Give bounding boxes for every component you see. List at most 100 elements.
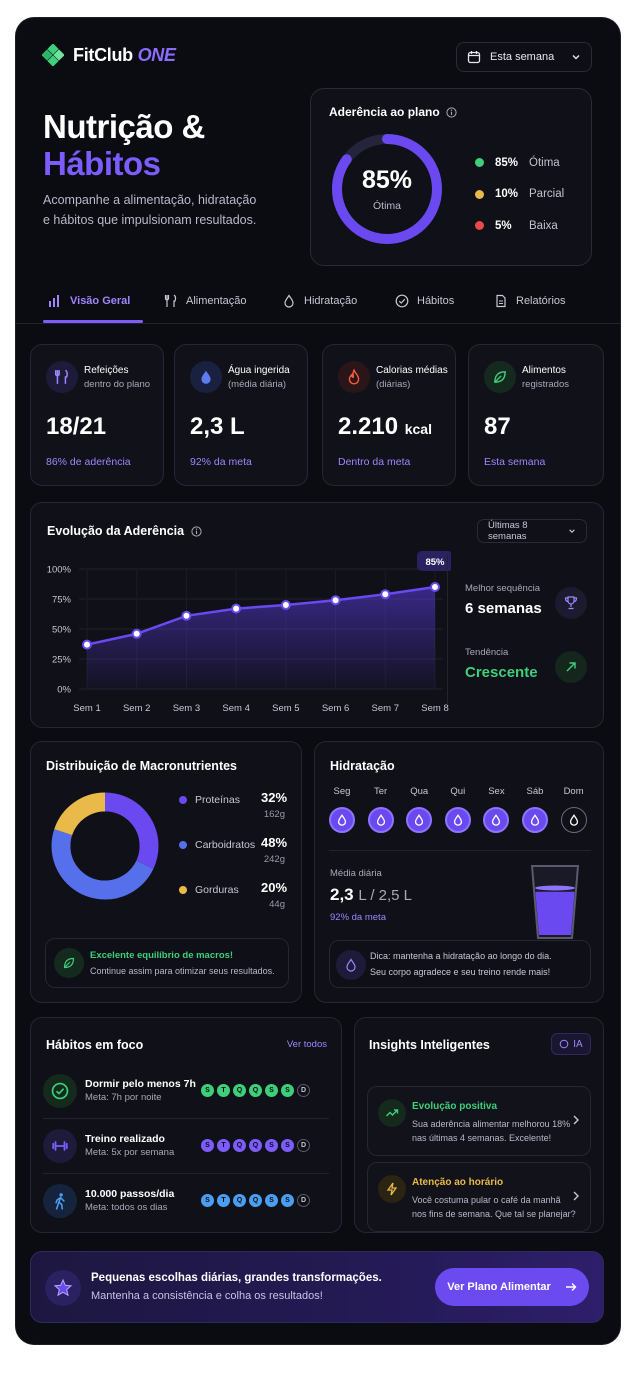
x-tick-label: Sem 8 [421,703,448,714]
day-drop[interactable] [367,807,394,833]
avg-value: 2,3 L / 2,5 L [330,885,413,904]
kpi-value: 87 [484,413,511,440]
dumbbell-icon [43,1129,77,1163]
legend-pct: 5% [495,219,512,232]
active-tab-indicator [43,320,143,323]
hydration-day: Seg [328,786,356,833]
x-tick-label: Sem 2 [123,703,150,714]
info-icon[interactable] [191,525,202,537]
y-tick-label: 25% [52,655,72,666]
flame-icon [338,361,370,393]
macro-pct: 20% [261,880,288,895]
kpi-subtitle: (média diária) [228,379,287,390]
data-point[interactable] [280,600,291,610]
macro-pct: 32% [261,790,288,805]
tab-hydration[interactable]: Hidratação [282,278,357,324]
kpi-footnote: Esta semana [484,456,546,468]
habit-day-dot: S [281,1084,294,1097]
motivation-banner: Pequenas escolhas diárias, grandes trans… [30,1251,604,1323]
habit-day-dot: S [281,1194,294,1207]
habit-row[interactable]: Treino realizado Meta: 5x por semana S T Q Q S… [43,1125,329,1174]
tab-food[interactable]: Alimentação [164,278,247,324]
data-point[interactable] [181,610,192,621]
habit-day-dot: Q [249,1139,262,1152]
adherence-title: Aderência ao plano [329,105,457,119]
habit-name: 10.000 passos/dia [85,1188,175,1200]
arrow-right-icon [565,1283,577,1291]
adherence-legend: 85% Ótima 10% Parcial 5% Baixa [475,147,564,242]
legend-label: Baixa [529,219,558,232]
kpi-subtitle: (diárias) [376,379,411,390]
range-dropdown[interactable]: Últimas 8 semanas [477,519,587,543]
habit-day-dot: T [217,1139,230,1152]
info-icon[interactable] [446,106,457,118]
habit-day-dot: S [265,1139,278,1152]
insight-item[interactable]: Atenção ao horário Você costuma pular o c… [367,1162,591,1232]
day-drop[interactable] [329,807,355,833]
adherence-card: Aderência ao plano 85% Ótima 85% Ótima 10%… [310,88,592,266]
hydration-day: Sáb [521,786,549,833]
legend-dot [475,221,484,231]
kpi-footnote: Dentro da meta [338,456,411,468]
x-tick-label: Sem 6 [322,703,349,714]
legend-item: 10% Parcial [475,179,564,211]
leaf-icon [484,361,516,393]
series-line [86,585,436,646]
macro-name: Carboidratos [195,839,256,851]
brand-logo[interactable]: FitClub ONE [42,44,176,66]
hydration-tip-line2: Seu corpo agradece e seu treino rende ma… [370,967,551,977]
insights-card: Insights Inteligentes IA Evolução positi… [354,1017,604,1233]
legend-label: Parcial [529,188,565,201]
macro-legend-item: Proteínas [179,794,240,806]
day-drop[interactable] [483,807,510,833]
calendar-icon [467,51,481,64]
macros-donut-chart [51,792,159,900]
day-label: Sáb [526,786,544,797]
day-drop[interactable] [522,807,548,833]
data-point[interactable] [82,639,92,650]
tab-habits[interactable]: Hábitos [395,278,454,324]
day-drop[interactable] [444,807,471,833]
x-tick-label: Sem 1 [73,703,100,714]
data-point[interactable] [330,595,341,606]
tab-reports[interactable]: Relatórios [494,278,566,324]
kpi-title: Alimentos [522,365,566,376]
adherence-value: 85% [361,166,413,194]
water-drop-icon [376,814,385,826]
view-meal-plan-button[interactable]: Ver Plano Alimentar [435,1268,589,1306]
value-callout [417,551,451,571]
data-point[interactable] [131,628,142,639]
day-drop[interactable] [560,807,587,833]
macro-grams: 44g [269,899,285,910]
x-tick-label: Sem 3 [173,703,200,714]
tab-overview[interactable]: Visão Geral [48,278,130,324]
lightning-icon [378,1175,406,1203]
data-point[interactable] [380,589,391,600]
data-point[interactable] [430,582,440,592]
macro-grams: 162g [263,809,285,820]
day-drop[interactable] [406,807,433,833]
check-circle-icon [43,1074,77,1108]
kpi-card-foods: Alimentos registrados 87 Esta semana [468,344,604,486]
divider [329,850,591,851]
data-point[interactable] [231,603,242,614]
divider [447,555,448,705]
fork-knife-icon [164,294,177,307]
y-tick-label: 50% [52,625,72,636]
trend-value: Crescente [465,664,538,681]
habit-row[interactable]: Dormir pelo menos 7h Meta: 7h por noite S T… [43,1070,329,1119]
insight-text: Sua aderência alimentar melhorou 18% nas… [412,1119,571,1143]
habit-row[interactable]: 10.000 passos/dia Meta: todos os dias S T Q Q… [43,1180,329,1224]
insight-item[interactable]: Evolução positiva Sua aderência alimentar… [367,1086,591,1156]
chevron-right-icon [572,1189,580,1207]
divider [43,1118,329,1119]
day-label: Dom [563,786,584,797]
see-all-link[interactable]: Ver todos [286,1039,327,1050]
legend-dot [179,841,187,849]
hydration-tip-line1: Dica: mantenha a hidratação ao longo do … [370,951,552,961]
period-dropdown[interactable]: Esta semana [456,42,592,72]
area-fill [87,587,435,689]
habit-name: Dormir pelo menos 7h [85,1078,196,1090]
